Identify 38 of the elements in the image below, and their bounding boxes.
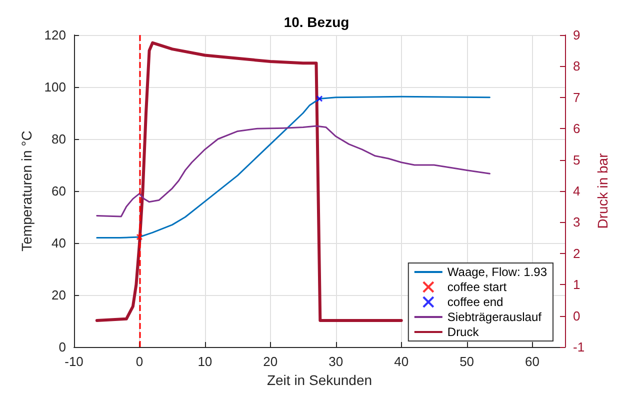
x-tick-label: 20 [263, 354, 278, 369]
y-tick-label: 40 [52, 236, 66, 250]
x-axis-title: Zeit in Sekunden [266, 372, 372, 388]
x-tick-label: 10 [198, 354, 212, 369]
legend-label: coffee start [447, 280, 508, 294]
x-tick-label: 0 [136, 354, 144, 369]
y2-tick-label: 4 [573, 184, 580, 198]
x-tick-label: 60 [525, 354, 540, 369]
x-tick-label: 50 [460, 354, 474, 369]
x-tick-label: -10 [64, 354, 84, 369]
legend-label: Siebträgerauslauf [447, 310, 542, 324]
y2-tick-label: 8 [573, 58, 580, 74]
y2-tick-label: 2 [573, 246, 580, 261]
y2-tick-label: 0 [573, 308, 580, 324]
y-tick-label: 0 [58, 340, 66, 354]
y2-axis-title: Druck in bar [594, 152, 610, 229]
legend-label: coffee end [447, 295, 504, 309]
y-tick-label: 100 [44, 80, 66, 94]
y-tick-label: 120 [44, 28, 66, 42]
x-tick-label: 30 [328, 354, 344, 369]
line-series [95, 41, 403, 322]
legend-label: Druck [447, 325, 480, 339]
line-series [96, 125, 490, 218]
y2-tick-label: 3 [573, 214, 580, 230]
y2-tick-label: 7 [573, 90, 580, 105]
y2-tick-label: 9 [573, 28, 580, 42]
line-series [96, 96, 490, 239]
x-tick-label: 40 [394, 354, 409, 369]
y-axis-title: Temperaturen in °C [18, 130, 34, 252]
y2-tick-label: -1 [573, 340, 585, 354]
y-tick-label: 80 [52, 132, 66, 146]
y2-tick-label: 6 [573, 121, 580, 136]
y2-tick-label: 5 [573, 152, 580, 168]
y-tick-label: 20 [52, 288, 66, 302]
chart-title: 10. Bezug [284, 14, 350, 30]
y2-tick-label: 1 [573, 277, 580, 292]
legend-label: Waage, Flow: 1.93 [447, 265, 548, 279]
y-tick-label: 60 [52, 184, 66, 198]
